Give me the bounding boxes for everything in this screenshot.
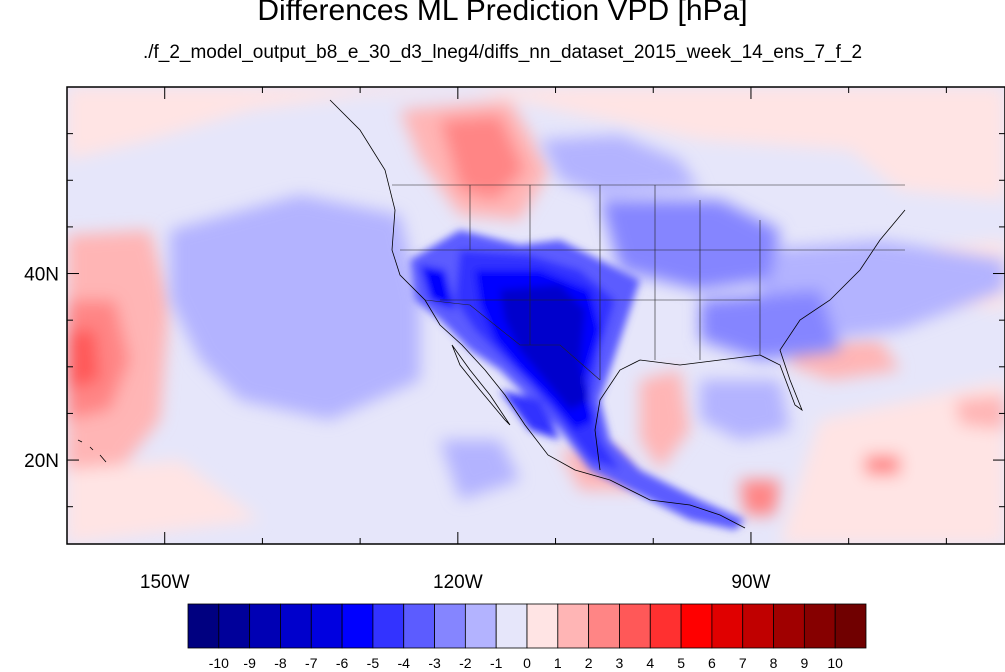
colorbar-label: 0 — [523, 655, 531, 671]
colorbar-label: 1 — [554, 655, 562, 671]
colorbar-swatch — [742, 603, 774, 649]
colorbar-swatch — [434, 603, 466, 649]
colorbar-label: -5 — [367, 655, 380, 671]
colorbar-swatch — [464, 603, 497, 649]
colorbar-swatch — [249, 603, 281, 649]
colorbar-label: 5 — [677, 655, 685, 671]
colorbar-swatch — [588, 603, 620, 649]
colorbar-swatch — [310, 603, 343, 649]
colorbar-label: 9 — [800, 655, 808, 671]
north-america-west-coast — [329, 99, 746, 529]
colorbar-swatch — [803, 603, 836, 649]
colorbar-label: 7 — [739, 655, 747, 671]
colorbar-label: 4 — [646, 655, 654, 671]
colorbar-label: 2 — [585, 655, 593, 671]
axis-ticks: 150W 120W 90W 40N 20N — [24, 87, 1005, 593]
colorbar-label: -8 — [274, 655, 287, 671]
colorbar-swatch — [557, 603, 590, 649]
colorbar-swatch — [773, 603, 805, 649]
colorbar-swatch — [526, 603, 559, 649]
x-tick-label: 120W — [433, 572, 483, 593]
colorbar-label: 6 — [708, 655, 716, 671]
map-panel: 150W 120W 90W 40N 20N — [24, 86, 1005, 593]
chart-title: Differences ML Prediction VPD [hPa] — [257, 0, 748, 27]
colorbar-label: 10 — [827, 655, 843, 671]
chart-subtitle: ./f_2_model_output_b8_e_30_d3_lneg4/diff… — [142, 42, 863, 63]
colorbar-swatch — [218, 603, 251, 649]
colorbar-label: -9 — [243, 655, 256, 671]
hawaii-islands — [77, 439, 107, 463]
colorbar-swatch — [711, 603, 744, 649]
colorbar-swatch — [495, 603, 528, 649]
colorbar-label: 3 — [616, 655, 624, 671]
colorbar-swatch — [187, 603, 220, 649]
baja-california — [451, 344, 511, 426]
map-field — [67, 87, 1005, 544]
borders — [392, 184, 905, 381]
y-tick-label: 40N — [24, 265, 59, 286]
strong-negative-field — [410, 230, 745, 530]
colorbar-label: 8 — [770, 655, 778, 671]
x-tick-label: 150W — [140, 572, 190, 593]
colorbar-swatch — [680, 603, 713, 649]
colorbar-label: -10 — [209, 655, 229, 671]
map-frame — [66, 86, 1005, 545]
colorbar-label: -1 — [490, 655, 503, 671]
colorbar: -10 -9 -8 -7 -6 -5 -4 -3 -2 -1 0 1 2 3 4 5 6 7 8 9 10 — [187, 603, 867, 671]
colorbar-swatch — [649, 603, 682, 649]
colorbar-label: -6 — [336, 655, 349, 671]
colorbar-swatch — [341, 603, 374, 649]
colorbar-label: -2 — [459, 655, 472, 671]
colorbar-swatch — [403, 603, 435, 649]
x-tick-label: 90W — [731, 572, 770, 593]
colorbar-swatch — [834, 603, 867, 649]
colorbar-swatch — [619, 603, 651, 649]
y-tick-label: 20N — [24, 451, 59, 472]
colorbar-swatch — [372, 603, 405, 649]
colorbar-label: -7 — [305, 655, 318, 671]
colorbar-label: -4 — [398, 655, 411, 671]
gulf-coast — [594, 209, 906, 471]
negative-field — [170, 135, 1005, 500]
colorbar-label: -3 — [428, 655, 441, 671]
colorbar-swatch — [280, 603, 312, 649]
coastlines — [77, 99, 906, 529]
